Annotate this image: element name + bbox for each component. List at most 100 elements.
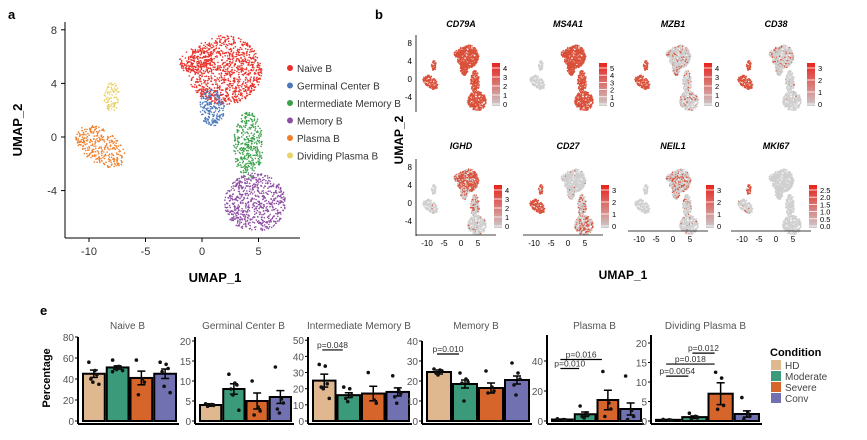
- umap-point: [229, 80, 232, 83]
- umap-point: [229, 43, 232, 46]
- umap-point: [262, 190, 264, 192]
- umap-point: [236, 70, 238, 73]
- umap-point: [206, 85, 209, 88]
- umap-point: [103, 139, 105, 141]
- umap-point: [255, 73, 257, 75]
- feature-point: [576, 44, 578, 46]
- umap-point: [235, 90, 238, 93]
- feature-point: [459, 47, 462, 50]
- x-tick-label: 0: [199, 246, 205, 258]
- umap-point: [204, 41, 207, 44]
- umap-point: [242, 162, 244, 164]
- umap-point: [210, 43, 212, 45]
- feature-point: [581, 49, 584, 52]
- umap-point: [260, 155, 263, 157]
- umap-point: [252, 77, 255, 80]
- umap-point: [249, 51, 251, 53]
- umap-point: [192, 67, 194, 70]
- umap-point: [220, 79, 223, 82]
- umap-point: [252, 165, 254, 167]
- umap-point: [249, 64, 252, 67]
- umap-point: [110, 91, 112, 93]
- umap-point: [222, 107, 224, 110]
- umap-point: [93, 138, 95, 141]
- umap-point: [266, 226, 269, 228]
- umap-point: [240, 53, 243, 56]
- umap-point: [257, 131, 259, 133]
- umap-point: [210, 80, 213, 82]
- umap-point: [229, 76, 232, 78]
- umap-point: [221, 94, 223, 96]
- umap-point: [241, 158, 243, 161]
- umap-point: [107, 136, 110, 139]
- umap-point: [78, 132, 81, 135]
- feature-point: [581, 52, 583, 54]
- umap-point: [108, 106, 110, 108]
- umap-point: [242, 44, 244, 47]
- umap-point: [230, 71, 233, 73]
- umap-point: [112, 103, 114, 105]
- umap-point: [242, 190, 245, 193]
- umap-point: [238, 99, 241, 102]
- umap-point: [246, 185, 248, 187]
- umap-point: [205, 107, 207, 110]
- umap-point: [255, 202, 258, 205]
- umap-point: [219, 39, 221, 41]
- umap-point: [240, 118, 243, 120]
- umap-point: [190, 78, 193, 81]
- umap-point: [244, 169, 247, 171]
- umap-point: [190, 63, 192, 65]
- umap-point: [208, 59, 211, 61]
- umap-point: [110, 141, 112, 143]
- feature-point: [570, 55, 573, 58]
- umap-point: [255, 178, 257, 181]
- umap-point: [255, 181, 258, 184]
- umap-point: [201, 57, 203, 59]
- feature-point: [468, 96, 470, 98]
- umap-point: [77, 138, 80, 140]
- feature-point: [582, 76, 584, 79]
- umap-point: [246, 219, 249, 222]
- umap-point: [89, 130, 92, 133]
- umap-point: [116, 147, 118, 150]
- umap-point: [227, 197, 230, 199]
- umap-point: [228, 73, 230, 75]
- umap-point: [182, 67, 184, 70]
- umap-point: [235, 55, 238, 58]
- feature-point: [581, 56, 584, 59]
- umap-point: [195, 86, 198, 89]
- umap-point: [233, 81, 236, 83]
- umap-point: [200, 51, 203, 54]
- umap-point: [260, 145, 262, 148]
- umap-point: [256, 136, 258, 139]
- umap-point: [226, 38, 229, 40]
- feature-point: [473, 91, 475, 94]
- y-tick-label: 0: [408, 75, 413, 84]
- umap-point: [224, 45, 227, 48]
- umap-point: [200, 90, 203, 93]
- umap-point: [260, 206, 263, 209]
- umap-point: [76, 142, 79, 144]
- umap-point: [273, 193, 275, 196]
- umap-point: [199, 71, 201, 73]
- umap-point: [116, 87, 119, 89]
- umap-point: [239, 88, 241, 91]
- umap-point: [214, 40, 217, 42]
- feature-point: [582, 73, 584, 75]
- umap-point: [211, 100, 213, 102]
- umap-point: [251, 119, 253, 121]
- umap-point: [258, 207, 260, 210]
- umap-point: [234, 55, 236, 58]
- feature-point: [472, 93, 474, 96]
- umap-point: [202, 95, 204, 98]
- umap-point: [267, 200, 270, 203]
- umap-point: [200, 60, 202, 62]
- umap-point: [209, 103, 211, 105]
- umap-point: [98, 147, 100, 150]
- umap-point: [228, 190, 231, 193]
- umap-point: [238, 151, 241, 154]
- umap-point: [234, 136, 236, 139]
- umap-point: [108, 160, 110, 163]
- umap-point: [259, 131, 262, 133]
